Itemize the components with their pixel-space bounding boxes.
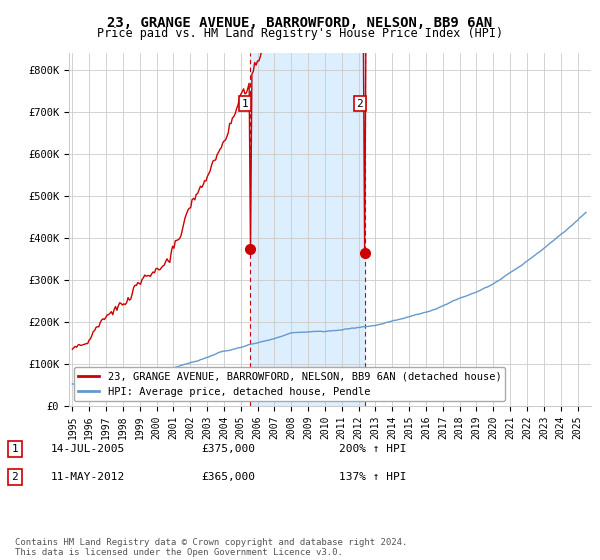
Legend: 23, GRANGE AVENUE, BARROWFORD, NELSON, BB9 6AN (detached house), HPI: Average pr: 23, GRANGE AVENUE, BARROWFORD, NELSON, B…	[74, 367, 505, 401]
Text: £375,000: £375,000	[201, 444, 255, 454]
Text: 23, GRANGE AVENUE, BARROWFORD, NELSON, BB9 6AN: 23, GRANGE AVENUE, BARROWFORD, NELSON, B…	[107, 16, 493, 30]
Text: 137% ↑ HPI: 137% ↑ HPI	[339, 472, 407, 482]
Text: 200% ↑ HPI: 200% ↑ HPI	[339, 444, 407, 454]
Text: 2: 2	[356, 99, 363, 109]
Text: 1: 1	[11, 444, 19, 454]
Text: £365,000: £365,000	[201, 472, 255, 482]
Text: 14-JUL-2005: 14-JUL-2005	[51, 444, 125, 454]
Text: 11-MAY-2012: 11-MAY-2012	[51, 472, 125, 482]
Text: 1: 1	[241, 99, 248, 109]
Text: Contains HM Land Registry data © Crown copyright and database right 2024.
This d: Contains HM Land Registry data © Crown c…	[15, 538, 407, 557]
Text: 2: 2	[11, 472, 19, 482]
Bar	[250, 53, 365, 406]
Text: Price paid vs. HM Land Registry's House Price Index (HPI): Price paid vs. HM Land Registry's House …	[97, 27, 503, 40]
